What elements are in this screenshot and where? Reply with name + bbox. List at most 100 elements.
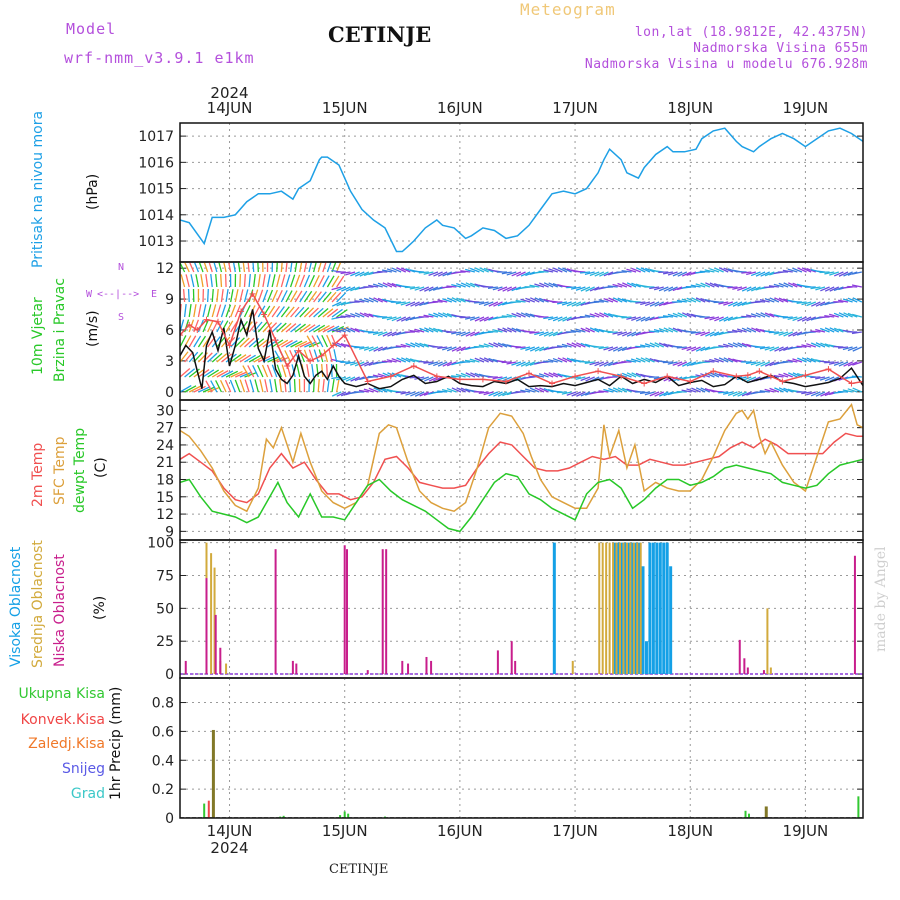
wind-arrow (603, 312, 614, 318)
wind-arrow (460, 387, 471, 393)
wind-arrow (280, 262, 283, 273)
wind-arrow (294, 274, 301, 288)
wind-arrow (534, 297, 545, 303)
wind-arrow (718, 316, 729, 322)
wind-arrow (516, 312, 526, 318)
wind-arrow (414, 301, 425, 307)
wind-arrow (764, 271, 775, 277)
bar-srednja-oblacnost (625, 542, 628, 675)
wind-arrow (242, 262, 246, 273)
wind-arrow (474, 357, 485, 363)
wind-arrow (210, 274, 213, 288)
wind-arrow (244, 379, 250, 393)
wind-arrow (847, 297, 858, 303)
wind-arrow (220, 304, 227, 318)
wind-arrow (464, 359, 475, 363)
wind-arrow (290, 323, 302, 333)
wind-arrow (833, 361, 844, 366)
wind-arrow (750, 271, 761, 277)
wind-arrow (221, 370, 234, 378)
bar-niska-oblacnost (401, 660, 404, 675)
wind-arrow (695, 346, 706, 352)
wind-arrow (414, 270, 425, 273)
wind-arrow (317, 291, 327, 303)
wind-arrow (433, 327, 443, 333)
wind-arrow (227, 262, 232, 273)
gust-marker (194, 326, 201, 333)
wind-arrow (829, 286, 840, 292)
wind-arrow (709, 372, 720, 378)
wind-arrow (667, 271, 678, 276)
wind-arrow (645, 357, 655, 363)
wind-arrow (216, 353, 228, 363)
wind-arrow (552, 372, 563, 378)
wind-arrow (446, 346, 457, 352)
bar-visoka-oblacnost (552, 542, 556, 675)
gust-marker (744, 372, 751, 379)
wind-arrow (622, 331, 632, 337)
wind-arrow (184, 368, 196, 378)
wind-arrow (207, 304, 212, 318)
wind-arrow (672, 312, 683, 318)
wind-arrow (442, 271, 453, 277)
wind-arrow (328, 349, 333, 363)
wind-arrow (529, 346, 540, 352)
gust-marker (272, 337, 279, 344)
wind-arrow (617, 387, 628, 393)
wind-arrow (520, 312, 531, 318)
wind-arrow (810, 286, 821, 290)
wind-arrow (354, 346, 365, 349)
wind-arrow (294, 262, 298, 273)
y-tick-label-wind: 6 (165, 323, 174, 339)
wind-arrow (644, 331, 655, 334)
wind-arrow (230, 353, 242, 363)
wind-arrow (359, 298, 370, 303)
gust-marker (180, 332, 183, 339)
wind-arrow (239, 289, 244, 303)
wind-arrow (534, 387, 545, 393)
wind-arrow (741, 271, 752, 274)
wind-arrow (764, 312, 775, 318)
wind-arrow (557, 301, 568, 305)
footer-station: CETINJE (329, 862, 389, 877)
wind-arrow (262, 274, 266, 288)
wind-arrow (621, 269, 632, 273)
wind-arrow (446, 387, 457, 393)
wind-arrow (322, 262, 327, 273)
model-name: wrf-nmm_v3.9.1 e1km (64, 49, 255, 67)
wind-arrow (820, 327, 830, 333)
wind-arrow (474, 372, 485, 378)
bar-visoka-oblacnost (665, 542, 669, 675)
wind-arrow (755, 300, 766, 303)
wind-arrow (259, 379, 264, 393)
wind-arrow (585, 376, 595, 382)
wind-arrow (556, 391, 568, 394)
plot-area-temperature (180, 402, 863, 533)
wind-arrow (502, 327, 512, 333)
wind-arrow (764, 297, 775, 303)
wind-arrow (419, 327, 430, 333)
wind-arrow (248, 273, 251, 288)
wind-arrow (372, 331, 383, 336)
wind-arrow (580, 342, 591, 348)
wind-arrow (644, 391, 655, 396)
wind-arrow (534, 346, 545, 352)
wind-arrow (326, 379, 330, 393)
wind-arrow (561, 343, 572, 348)
wind-arrow (276, 274, 281, 288)
bar-niska-oblacnost (496, 650, 499, 675)
wind-arrow (470, 372, 480, 378)
wind-arrow (373, 387, 383, 393)
wind-arrow (281, 364, 287, 378)
wind-arrow (576, 391, 586, 397)
wind-arrow (562, 357, 572, 363)
wind-arrow (451, 346, 462, 352)
wind-arrow (336, 391, 347, 397)
wind-arrow (188, 335, 197, 348)
wind-arrow (239, 354, 252, 363)
wind-arrow (487, 286, 498, 289)
wind-arrow (635, 372, 646, 378)
wind-arrow (316, 364, 319, 378)
wind-arrow (215, 273, 218, 288)
